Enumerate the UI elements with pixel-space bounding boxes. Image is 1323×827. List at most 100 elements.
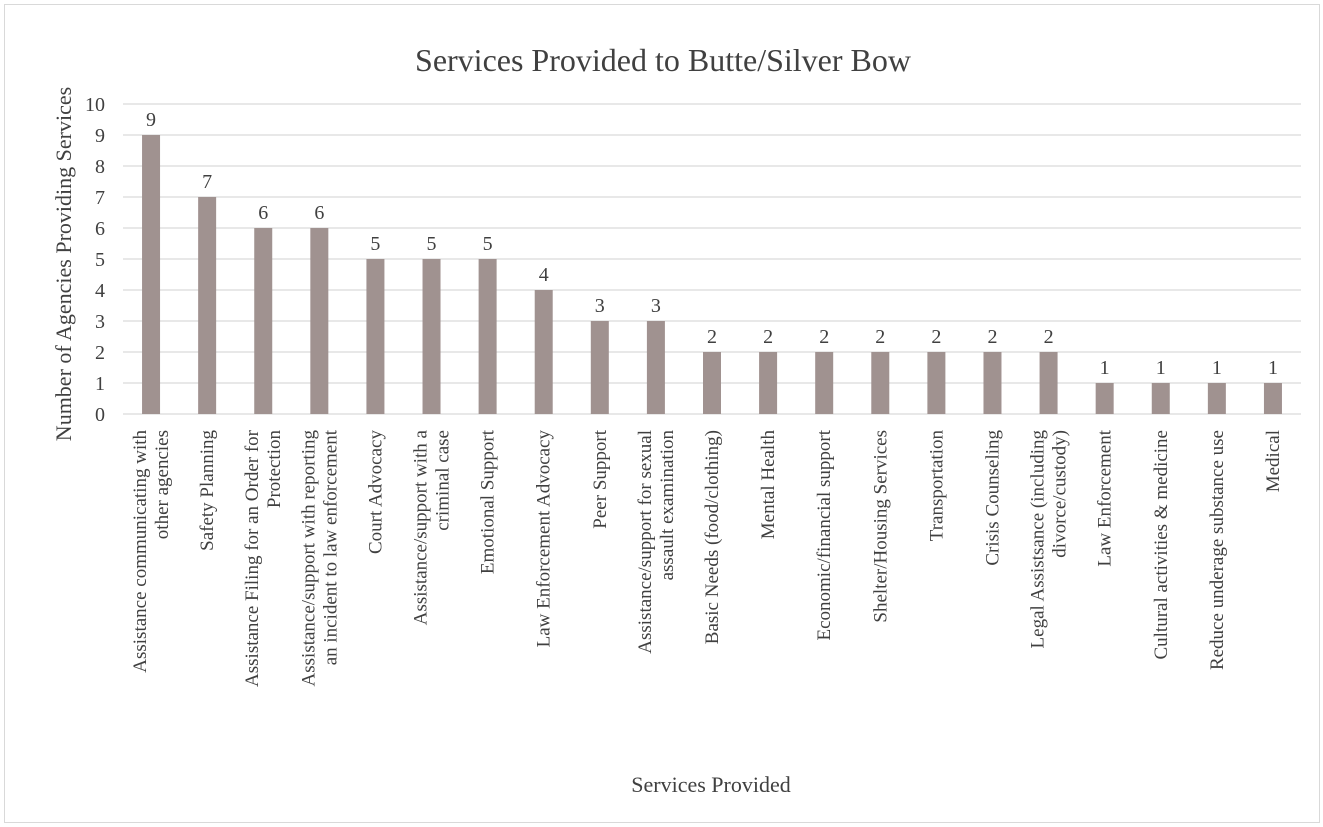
x-tick-label-line: Legal Assistsance (including xyxy=(1028,430,1049,649)
x-tick-label-text: Safety Planning xyxy=(197,430,218,551)
x-tick-label: Court Advocacy xyxy=(365,430,386,555)
data-label: 9 xyxy=(146,109,156,131)
data-label: 2 xyxy=(931,326,941,348)
y-tick-label: 8 xyxy=(95,156,105,178)
bar xyxy=(590,321,609,414)
x-tick-label: Basic Needs (food/clothing) xyxy=(702,430,723,644)
x-tick-label-line: Mental Health xyxy=(758,430,779,540)
bar xyxy=(1263,383,1282,414)
bar xyxy=(254,228,273,414)
x-tick-label-text: Law Enforcement xyxy=(1095,429,1116,566)
bar xyxy=(310,228,329,414)
x-tick-label-line: Protection xyxy=(264,430,285,509)
x-tick-label-text: Emotional Support xyxy=(478,429,499,574)
x-tick-label-text: Reduce underage substance use xyxy=(1207,430,1228,670)
bar xyxy=(927,352,946,414)
data-label: 2 xyxy=(819,326,829,348)
x-tick-label-line: other agencies xyxy=(152,430,173,539)
bar-chart: Services Provided to Butte/Silver Bow Nu… xyxy=(51,42,1301,797)
y-tick-label: 6 xyxy=(95,218,105,240)
x-tick-label: Crisis Counseling xyxy=(982,430,1003,566)
data-label: 2 xyxy=(707,326,717,348)
x-tick-label-text: Transportation xyxy=(926,430,947,542)
x-tick-label-line: Crisis Counseling xyxy=(982,430,1003,566)
data-label: 1 xyxy=(1100,357,1110,379)
data-label: 2 xyxy=(1044,326,1054,348)
y-tick-label: 7 xyxy=(95,187,105,209)
bar xyxy=(422,259,441,414)
bar xyxy=(534,290,553,414)
x-tick-label: Medical xyxy=(1263,430,1284,492)
bar xyxy=(983,352,1002,414)
y-tick-label: 9 xyxy=(95,125,105,147)
bar xyxy=(703,352,721,414)
x-tick-label-text: Economic/financial support xyxy=(814,429,835,640)
x-tick-label: Economic/financial support xyxy=(814,429,835,640)
x-tick-label: Assistance communicating withother agenc… xyxy=(130,430,173,673)
x-tick-label: Safety Planning xyxy=(197,430,218,551)
bar xyxy=(1207,383,1226,414)
data-label: 7 xyxy=(202,171,212,193)
x-tick-label-text: Mental Health xyxy=(758,430,779,540)
y-axis-ticks: 0 1 2 3 4 5 6 7 8 9 10 xyxy=(85,94,105,426)
x-tick-label-line: Cultural activities & medicine xyxy=(1151,430,1172,660)
data-label: 1 xyxy=(1212,357,1222,379)
x-tick-label-text: Assistance Filing for an Order forProtec… xyxy=(242,429,285,687)
x-tick-label-line: Transportation xyxy=(926,430,947,542)
x-tick-label-line: Medical xyxy=(1263,430,1284,492)
x-tick-label: Law Enforcement xyxy=(1095,429,1116,566)
data-label: 6 xyxy=(258,202,268,224)
x-tick-label-text: Court Advocacy xyxy=(365,430,386,555)
x-tick-label-text: Legal Assistsance (includingdivorce/cust… xyxy=(1028,430,1071,649)
x-tick-label-line: assault examination xyxy=(657,430,678,581)
x-tick-label-line: Emotional Support xyxy=(478,429,499,574)
x-tick-label-text: Cultural activities & medicine xyxy=(1151,430,1172,660)
x-tick-label-text: Assistance/support for sexualassault exa… xyxy=(635,430,678,654)
x-tick-label-line: Assistance/support with reporting xyxy=(298,430,319,687)
y-tick-label: 3 xyxy=(95,311,105,333)
x-tick-label-line: Assistance Filing for an Order for xyxy=(242,429,263,687)
x-tick-label: Assistance Filing for an Order forProtec… xyxy=(242,429,285,687)
bar xyxy=(871,352,890,414)
bar xyxy=(1039,352,1058,414)
data-label: 1 xyxy=(1156,357,1166,379)
x-tick-label: Reduce underage substance use xyxy=(1207,430,1228,670)
x-tick-label-text: Shelter/Housing Services xyxy=(870,430,891,623)
x-tick-label-line: Law Enforcement xyxy=(1095,429,1116,566)
data-label: 4 xyxy=(539,264,549,286)
x-tick-label-text: Crisis Counseling xyxy=(982,430,1003,566)
bar xyxy=(646,321,665,414)
data-label: 5 xyxy=(483,233,493,255)
bar xyxy=(478,259,497,414)
x-tick-label-line: criminal case xyxy=(433,430,454,531)
data-label: 3 xyxy=(595,295,605,317)
y-tick-label: 4 xyxy=(95,280,105,302)
bar xyxy=(815,352,834,414)
x-tick-label: Transportation xyxy=(926,430,947,542)
x-tick-label-text: Assistance/support with acriminal case xyxy=(411,429,454,625)
x-axis-ticks: Assistance communicating withother agenc… xyxy=(130,429,1284,687)
bars xyxy=(142,135,1282,414)
x-tick-label-text: Assistance communicating withother agenc… xyxy=(130,430,173,673)
x-tick-label: Emotional Support xyxy=(478,429,499,574)
bar xyxy=(1095,383,1114,414)
y-tick-label: 10 xyxy=(85,94,105,116)
bar xyxy=(142,135,161,414)
x-tick-label-text: Peer Support xyxy=(590,429,611,528)
data-label: 3 xyxy=(651,295,661,317)
x-tick-label: Assistance/support with reportingan inci… xyxy=(298,429,341,686)
x-tick-label-line: divorce/custody) xyxy=(1050,430,1071,558)
x-tick-label: Mental Health xyxy=(758,430,779,540)
x-tick-label: Assistance/support for sexualassault exa… xyxy=(635,430,678,654)
x-tick-label: Assistance/support with acriminal case xyxy=(411,429,454,625)
y-tick-label: 1 xyxy=(95,373,105,395)
chart-title: Services Provided to Butte/Silver Bow xyxy=(415,42,911,78)
x-tick-label-line: Peer Support xyxy=(590,429,611,528)
x-tick-label-text: Medical xyxy=(1263,430,1284,492)
data-label: 2 xyxy=(875,326,885,348)
bar xyxy=(366,259,385,414)
chart-area: Services Provided to Butte/Silver Bow Nu… xyxy=(4,4,1320,823)
x-tick-label: Peer Support xyxy=(590,429,611,528)
x-tick-label-line: Assistance/support for sexual xyxy=(635,430,656,654)
data-label: 6 xyxy=(314,202,324,224)
